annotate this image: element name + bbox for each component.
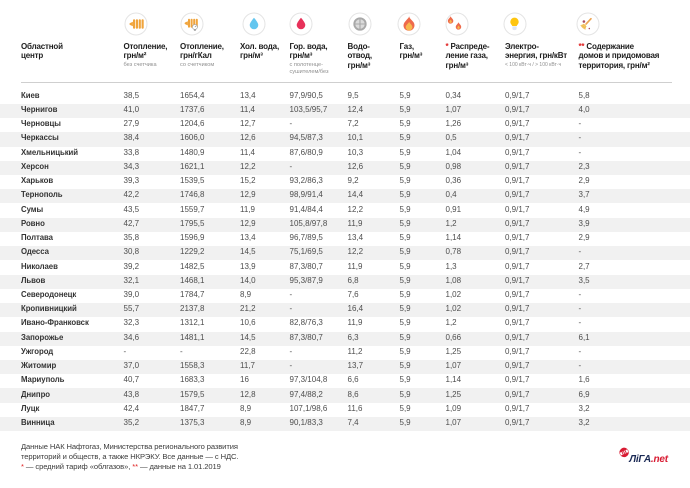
svg-text:ЛіГА.net: ЛіГА.net — [628, 454, 669, 464]
